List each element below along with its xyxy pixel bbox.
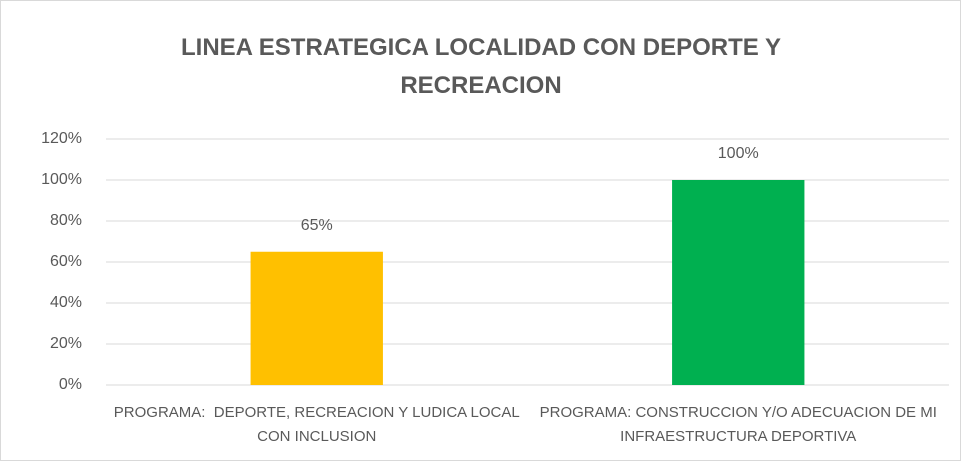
data-label: 65%	[301, 217, 333, 234]
bar	[250, 251, 383, 385]
bar	[672, 180, 805, 385]
y-tick-label: 120%	[41, 130, 82, 147]
y-tick-label: 100%	[41, 171, 82, 188]
chart-title: LINEA ESTRATEGICA LOCALIDAD CON DEPORTE …	[180, 34, 782, 99]
data-label: 100%	[718, 145, 759, 162]
y-tick-label: 60%	[50, 253, 82, 270]
x-tick-label: PROGRAMA: CONSTRUCCION Y/O ADECUACION DE…	[539, 404, 942, 445]
x-tick-label: PROGRAMA: DEPORTE, RECREACION Y LUDICA L…	[113, 404, 524, 445]
y-tick-label: 80%	[50, 212, 82, 229]
y-tick-label: 0%	[59, 376, 82, 393]
y-tick-label: 20%	[50, 335, 82, 352]
y-tick-label: 40%	[50, 294, 82, 311]
